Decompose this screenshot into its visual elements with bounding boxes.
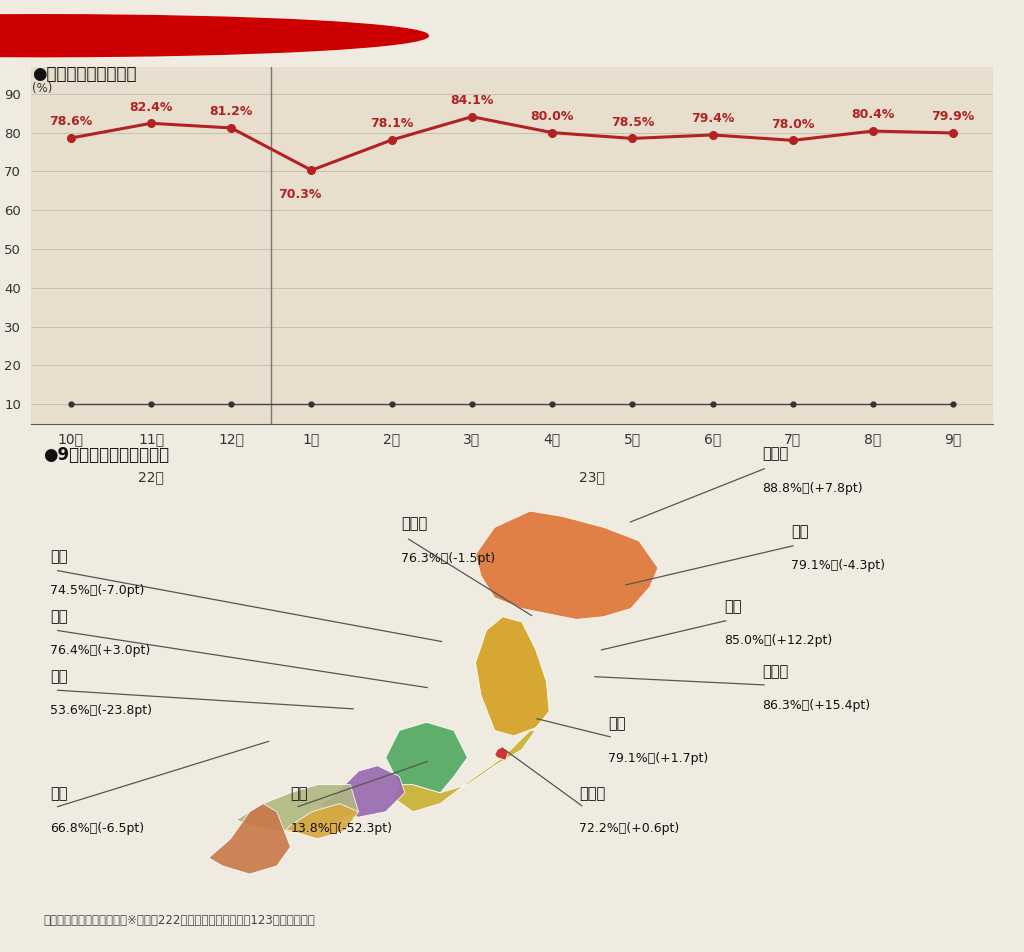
Text: 81.2%: 81.2%: [210, 106, 253, 118]
Text: 全国のホテル客室利用率: 全国のホテル客室利用率: [57, 23, 232, 49]
Text: 85.0%　(+12.2pt): 85.0% (+12.2pt): [724, 634, 833, 647]
Polygon shape: [495, 746, 508, 761]
Text: 13.8%　(-52.3pt): 13.8% (-52.3pt): [291, 822, 392, 835]
Polygon shape: [475, 617, 549, 736]
Text: 東京都: 東京都: [762, 664, 788, 679]
Polygon shape: [475, 511, 658, 620]
Text: 78.6%: 78.6%: [49, 115, 92, 129]
Text: 北海道: 北海道: [762, 446, 788, 462]
Text: 22年: 22年: [138, 470, 164, 484]
Text: ●月別平均客室利用率: ●月別平均客室利用率: [33, 65, 137, 83]
Text: 78.5%: 78.5%: [610, 116, 654, 129]
Text: 53.6%　(-23.8pt): 53.6% (-23.8pt): [50, 704, 152, 717]
Text: 九州: 九州: [50, 786, 68, 802]
Text: 74.5%　(-7.0pt): 74.5% (-7.0pt): [50, 585, 144, 597]
Text: 資料：全日本ホテル連盟　※調査は222ホテルを対象に行い、123ホテルが回答: 資料：全日本ホテル連盟 ※調査は222ホテルを対象に行い、123ホテルが回答: [43, 914, 315, 927]
Text: 80.4%: 80.4%: [851, 109, 895, 121]
Polygon shape: [285, 803, 358, 839]
Polygon shape: [317, 765, 404, 817]
Text: 関東: 関東: [724, 599, 741, 614]
Text: 東北: 東北: [792, 525, 809, 539]
Text: 76.3%　(-1.5pt): 76.3% (-1.5pt): [401, 551, 496, 565]
Text: 79.4%: 79.4%: [691, 112, 734, 126]
Text: 78.1%: 78.1%: [370, 117, 414, 130]
Text: 79.1%　(-4.3pt): 79.1% (-4.3pt): [792, 559, 885, 572]
Text: 78.0%: 78.0%: [771, 118, 814, 130]
Text: 84.1%: 84.1%: [451, 94, 494, 107]
Text: 76.4%　(+3.0pt): 76.4% (+3.0pt): [50, 645, 151, 657]
Text: 23年: 23年: [580, 470, 605, 484]
Polygon shape: [236, 784, 358, 833]
Text: (%): (%): [33, 82, 52, 95]
Polygon shape: [394, 730, 536, 812]
Text: 中国: 中国: [50, 669, 68, 684]
Text: 北陸: 北陸: [50, 549, 68, 565]
Polygon shape: [386, 723, 467, 793]
Text: 甲信越: 甲信越: [401, 517, 428, 531]
Text: 86.3%　(+15.4pt): 86.3% (+15.4pt): [762, 699, 870, 712]
Text: 79.1%　(+1.7pt): 79.1% (+1.7pt): [608, 751, 709, 764]
Text: 66.8%　(-6.5pt): 66.8% (-6.5pt): [50, 822, 144, 835]
Text: 80.0%: 80.0%: [530, 109, 573, 123]
Text: 70.3%: 70.3%: [278, 188, 322, 201]
Text: 82.4%: 82.4%: [129, 101, 173, 113]
Text: 大阪府: 大阪府: [580, 786, 605, 802]
Text: ●9月の地域別客室利用率: ●9月の地域別客室利用率: [43, 446, 169, 464]
Text: 四国: 四国: [291, 786, 308, 802]
Text: 79.9%: 79.9%: [932, 110, 975, 124]
Text: 近畿: 近畿: [50, 609, 68, 625]
Circle shape: [0, 14, 428, 57]
Text: 東海: 東海: [608, 717, 626, 731]
Text: 72.2%　(+0.6pt): 72.2% (+0.6pt): [580, 822, 680, 835]
Text: 88.8%　(+7.8pt): 88.8% (+7.8pt): [762, 482, 863, 495]
Polygon shape: [209, 803, 291, 874]
